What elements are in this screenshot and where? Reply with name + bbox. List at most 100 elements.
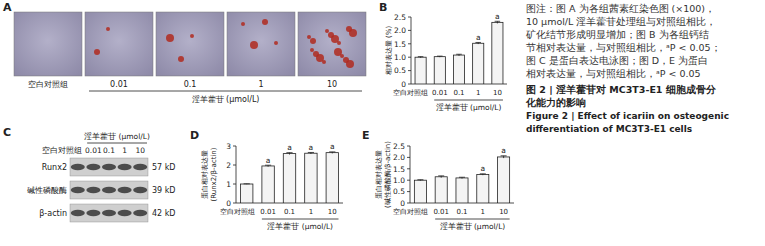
blot-band <box>133 210 147 216</box>
mineral-nodule <box>94 49 100 55</box>
bar <box>477 175 489 204</box>
y-tick-label: 2.0 <box>393 153 405 162</box>
significance-mark: a <box>287 143 292 152</box>
x-tick-label: 0.01 <box>433 208 449 216</box>
image-label: 0.1 <box>184 80 197 89</box>
lane-label: 0.01 <box>85 146 102 155</box>
mineral-nodule <box>322 60 326 64</box>
mineral-nodule <box>337 41 341 45</box>
x-tick-label: 1 <box>481 208 485 216</box>
lane-label: 10 <box>135 146 145 155</box>
error-bar <box>244 183 250 184</box>
blot-band <box>102 187 116 193</box>
size-label: 42 kD <box>152 209 176 218</box>
y-axis-line <box>236 146 237 203</box>
group-bracket <box>87 143 147 144</box>
x-group-label: 淫羊藿苷 (μmol/L) <box>436 103 502 112</box>
blot-strip <box>70 181 148 199</box>
group-label: 淫羊藿苷 (μmol/L) <box>84 132 150 141</box>
mineral-nodule <box>274 41 278 45</box>
y-tick <box>407 168 410 169</box>
error-bar <box>480 174 486 175</box>
error-bar <box>456 54 462 56</box>
y-axis-label: (碱性磷酸酶/β-actin) <box>384 141 392 208</box>
mineral-nodule <box>307 35 311 39</box>
error-bar <box>329 152 335 154</box>
mineral-nodule <box>178 56 184 62</box>
stain-image <box>298 12 366 76</box>
y-tick-label: 0 <box>401 80 406 89</box>
y-tick-label: 1 <box>226 180 231 189</box>
bar <box>434 57 445 84</box>
x-tick-label: 10 <box>499 208 508 216</box>
mineral-nodule <box>106 27 110 31</box>
x-tick-label: 0.01 <box>260 208 276 216</box>
blot-band <box>102 210 116 216</box>
marks <box>414 156 509 203</box>
blot-band <box>133 187 147 193</box>
y-axis-line <box>411 17 412 84</box>
x-tick-label: 10 <box>328 208 337 216</box>
panel-letter: B <box>379 1 387 14</box>
y-tick <box>233 165 236 166</box>
x-group-label: 淫羊藿苷 (μmol/L) <box>440 222 506 231</box>
protein-label: 碱性磷酸酶 <box>27 186 67 195</box>
y-tick-label: 0.5 <box>393 187 405 196</box>
panel-letter: A <box>3 1 12 14</box>
group-bracket <box>89 91 362 92</box>
y-tick <box>408 17 411 18</box>
y-tick <box>233 203 236 204</box>
y-tick <box>407 157 410 158</box>
mineral-nodule <box>349 29 357 37</box>
error-bar <box>286 153 292 155</box>
x-tick-label: 空白对照组 <box>220 208 255 216</box>
mineral-nodule <box>166 34 174 42</box>
y-tick <box>407 191 410 192</box>
x-tick-label: 1 <box>476 89 480 97</box>
caption-note: 图 C 是蛋白表达电泳图；图 D，E 为蛋白 <box>526 55 708 66</box>
x-group-label: 淫羊藿苷 (μmol/L) <box>267 222 333 231</box>
y-tick <box>407 146 410 147</box>
y-tick-label: 0 <box>400 199 405 208</box>
y-tick <box>408 30 411 31</box>
error-bar <box>438 176 444 178</box>
bar-chart: B相对表达量 (%)00.51.01.52.02.5空白对照组0.010.1a1… <box>379 1 507 112</box>
y-tick <box>407 203 410 204</box>
blot-band <box>133 164 147 170</box>
mineral-nodule <box>241 22 245 26</box>
blot-strip <box>70 158 148 176</box>
x-tick-label: 0.01 <box>432 89 448 97</box>
x-tick-label: 10 <box>493 89 502 97</box>
error-bar <box>265 165 271 167</box>
bar <box>326 153 338 203</box>
error-bar <box>475 42 481 44</box>
panel-letter: C <box>3 126 11 139</box>
blot-band <box>102 164 116 170</box>
caption-note: 矿化结节形成明显增加；图 B 为各组钙结 <box>525 29 709 40</box>
error-bar <box>417 179 423 181</box>
mineral-nodule <box>340 54 344 58</box>
bar <box>305 153 317 203</box>
y-tick-label: 2.0 <box>394 26 406 35</box>
blot-strip <box>70 204 148 222</box>
y-tick-label: 0 <box>226 199 231 208</box>
y-tick-label: 1.0 <box>394 53 406 62</box>
image-label: 0.01 <box>110 80 128 89</box>
size-label: 39 kD <box>152 186 176 195</box>
blot-band <box>86 210 100 216</box>
image-label: 空白对照组 <box>28 80 68 89</box>
lane-label: 0.1 <box>103 146 115 155</box>
marks <box>415 21 503 84</box>
stain-image <box>227 12 295 76</box>
marks <box>240 152 338 203</box>
bar-chart: E蛋白相对表达量(碱性磷酸酶/β-actin)00.51.01.52.02.5空… <box>362 129 514 231</box>
bar <box>414 180 426 203</box>
significance-mark: a <box>501 146 506 155</box>
blot-band <box>71 210 85 216</box>
y-axis-line <box>410 146 411 203</box>
caption-note: 相对表达量，与对照组相比，ᵃP < 0.05 <box>526 68 701 79</box>
x-tick-label: 空白对照组 <box>393 89 428 97</box>
y-tick-label: 1.0 <box>393 176 405 185</box>
y-tick <box>408 43 411 44</box>
panel-letter: D <box>190 129 199 142</box>
